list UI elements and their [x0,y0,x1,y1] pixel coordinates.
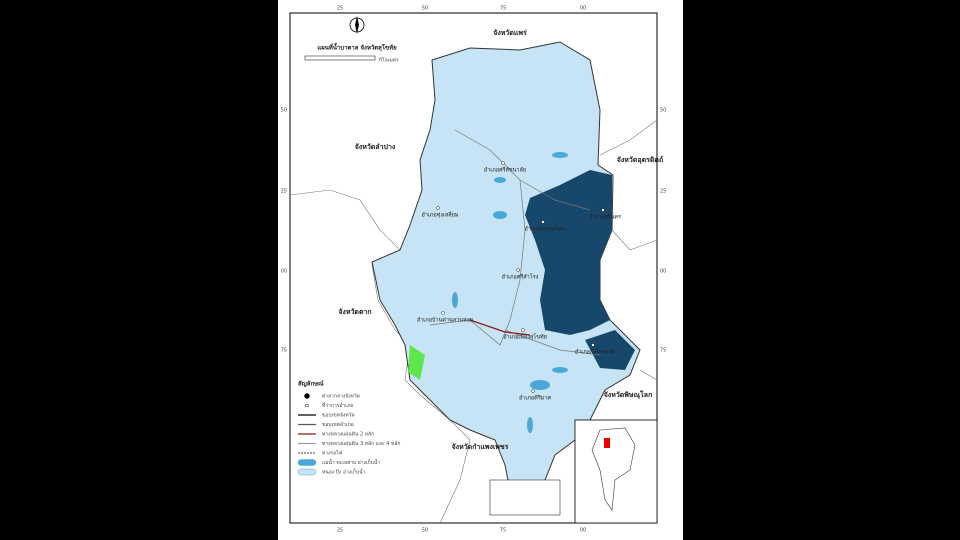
legend-symbol [305,403,309,408]
neighbor-label: จังหวัดอุตรดิตถ์ [617,155,663,164]
top-tick: 00 [580,6,586,12]
left-tick: 75 [281,348,287,354]
legend-label: ศาลากลางจังหวัด [322,394,360,400]
bottom-tick: 25 [337,528,343,534]
neighbor-label: จังหวัดแพร่ [493,29,527,37]
bottom-tick: 75 [500,528,506,534]
district-label: อำเภอศรีสำโรง [502,273,539,281]
legend-symbol [304,393,310,399]
labels: จังหวัดแพร่จังหวัดลำปางจังหวัดอุตรดิตถ์จ… [281,6,667,534]
patch [530,380,550,390]
legend-label: ขอบเขตอำเภอ [322,422,354,428]
top-tick: 25 [337,6,343,12]
highway [469,319,531,336]
district-label: อำเภอคีรีมาศ [519,395,552,402]
legend-label: ที่ว่าการอำเภอ [322,402,353,409]
patch [527,417,533,433]
top-tick: 50 [422,6,428,12]
legend-symbol [297,468,317,476]
top-tick: 75 [500,6,506,12]
left-tick: 50 [281,108,287,114]
district-office [521,328,525,332]
patch [552,152,568,158]
patch [552,367,568,373]
district-label: อำเภอเมืองสุโขทัย [503,333,547,341]
aquifer-high [525,170,612,335]
neighbor-label: จังหวัดลำปาง [355,143,396,151]
district-office [591,343,595,347]
neighbor-label: จังหวัดตาก [338,308,371,316]
frame [289,12,658,524]
left-tick: 25 [281,189,287,195]
district-office [441,311,445,315]
bottom-tick: 00 [580,528,586,534]
scale-bar [304,55,376,61]
legend-label: ทางหลวงแผ่นดิน 3 หลัก และ 4 หลัก [322,440,400,447]
district-office [436,206,440,210]
district-label: อำเภอกงไกรลาศ [575,349,616,356]
aquifer-green [408,345,425,380]
district-office [601,208,605,212]
scale-unit: กิโลเมตร [379,57,399,64]
legend-title: สัญลักษณ์ [298,380,324,388]
legend-label: แม่น้ำ ทะเลสาบ อ่างเก็บน้ำ [322,457,380,466]
left-tick: 00 [281,269,287,275]
district-office [516,268,520,272]
district-office [531,389,535,393]
legend-label: ทางรถไฟ [322,450,343,457]
right-tick: 75 [660,348,666,354]
district-office [501,161,505,165]
bottom-tick: 50 [422,528,428,534]
boundary [599,119,658,381]
right-tick: 00 [660,269,666,275]
district-label: อำเภอทุ่งเสลี่ยม [422,211,459,219]
district-label: อำเภอศรีนคร [589,214,621,221]
legend-label: หนอง บึง อ่างเก็บน้ำ [322,467,366,476]
neighbor-label: จังหวัดพิษณุโลก [604,390,653,399]
legend-table [489,479,561,516]
right-tick: 50 [660,108,666,114]
inset-thailand [591,427,636,511]
district-office [541,220,545,224]
boundary [289,189,471,524]
aquifer-high [585,330,635,370]
patch [494,177,506,183]
district-label: อำเภอศรีสัชนาลัย [484,167,526,174]
neighbor-label: จังหวัดกำแพงเพชร [452,443,509,451]
legend-symbol [297,459,317,466]
district-label: อำเภอบ้านด่านลานหอย [417,317,473,324]
map-title: แผนที่น้ำบาดาล จังหวัดสุโขทัย [317,42,397,52]
compass-needle [355,16,359,34]
aquifer-mid [452,152,568,433]
legend-label: ขอบเขตจังหวัด [322,413,355,419]
patch [452,292,458,308]
right-tick: 25 [660,189,666,195]
district-label: อำเภอสวรรคโลก [525,225,566,233]
roads [429,129,601,356]
legend-label: ทางหลวงแผ่นดิน 2 หลัก [322,431,374,438]
patch [493,211,507,219]
inset-highlight [604,438,610,448]
